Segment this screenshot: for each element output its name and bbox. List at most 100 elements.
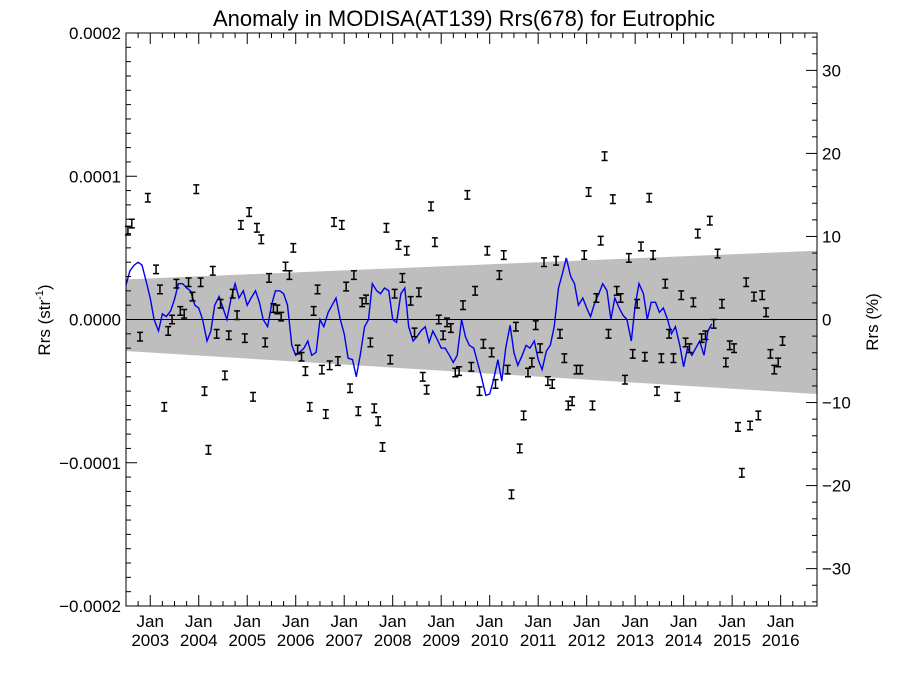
x-tick-year-label: 2014: [665, 631, 703, 650]
x-axis: Jan2003Jan2004Jan2005Jan2006Jan2007Jan20…: [125, 33, 818, 650]
x-tick-month-label: Jan: [330, 612, 357, 631]
data-point: [532, 320, 539, 331]
data-point: [597, 235, 604, 246]
y-axis-title-left-superscript: -1: [34, 290, 46, 300]
x-tick-month-label: Jan: [621, 612, 648, 631]
data-point: [520, 410, 527, 421]
data-point: [694, 228, 701, 239]
x-tick-month-label: Jan: [573, 612, 600, 631]
data-point: [771, 364, 778, 375]
data-point: [161, 401, 168, 412]
data-point: [165, 325, 172, 337]
data-point: [197, 277, 204, 288]
data-point: [561, 353, 568, 364]
smoothed-series-line: [125, 257, 713, 397]
data-point: [653, 386, 660, 397]
data-point: [637, 241, 644, 252]
y-tick-label-right: −20: [822, 477, 851, 496]
data-point: [189, 291, 196, 302]
data-point: [625, 252, 632, 263]
x-tick-month-label: Jan: [137, 612, 164, 631]
data-points: [125, 151, 786, 500]
data-point: [185, 277, 192, 288]
data-point: [258, 234, 265, 245]
data-point: [440, 330, 447, 341]
y-tick-label-right: 0: [822, 311, 831, 330]
y-axis-left: −0.0002 −0.0001 0.0000 0.0001 0.0002: [59, 24, 137, 616]
data-point: [322, 408, 329, 420]
data-point: [234, 310, 241, 321]
data-point: [690, 297, 697, 308]
data-point: [650, 249, 657, 261]
y-tick-label-left: −0.0001: [59, 454, 121, 473]
data-point: [310, 305, 317, 316]
data-point: [306, 401, 313, 412]
data-point: [379, 441, 386, 453]
data-point: [553, 255, 560, 266]
data-point: [500, 249, 507, 261]
data-point: [395, 239, 402, 251]
y-axis-right: −30 −20 −10 0 10 20 30: [806, 36, 851, 603]
data-point: [743, 277, 750, 288]
data-point: [383, 222, 390, 233]
data-point: [540, 257, 547, 268]
data-point: [468, 361, 475, 372]
data-point: [686, 343, 693, 354]
data-point: [516, 443, 523, 454]
data-point: [480, 338, 487, 349]
data-point: [205, 444, 212, 455]
x-tick-month-label: Jan: [427, 612, 454, 631]
data-point: [476, 386, 483, 397]
y-tick-label-left: 0.0000: [69, 311, 121, 330]
y-axis-title-left-main: Rrs (str: [35, 300, 54, 356]
data-point: [731, 343, 738, 354]
data-point: [726, 340, 733, 351]
y-tick-label-left: −0.0002: [59, 597, 121, 616]
data-point: [193, 184, 200, 195]
x-tick-month-label: Jan: [524, 612, 551, 631]
data-point: [290, 242, 297, 253]
data-point: [173, 278, 180, 289]
data-point: [613, 285, 620, 296]
data-point: [537, 343, 544, 354]
data-point: [658, 353, 665, 364]
data-point: [250, 391, 257, 402]
data-point: [565, 400, 572, 411]
data-point: [460, 300, 467, 311]
data-point: [767, 348, 774, 359]
data-point: [387, 354, 394, 365]
x-tick-month-label: Jan: [476, 612, 503, 631]
data-point: [209, 265, 216, 276]
data-point: [593, 292, 600, 304]
data-point: [779, 335, 786, 347]
y-axis-title-right: Rrs (%): [863, 293, 882, 351]
data-point: [144, 192, 151, 203]
data-point: [177, 305, 184, 316]
x-tick-month-label: Jan: [282, 612, 309, 631]
data-point: [577, 364, 584, 375]
x-tick-month-label: Jan: [185, 612, 212, 631]
data-point: [246, 207, 253, 218]
y-tick-label-left: 0.0001: [69, 167, 121, 186]
data-point: [237, 219, 244, 231]
data-point: [759, 290, 766, 301]
data-point: [153, 264, 160, 275]
data-point: [359, 297, 366, 308]
data-point: [399, 272, 406, 284]
data-point: [549, 378, 556, 390]
data-point: [278, 311, 285, 322]
data-point: [512, 321, 519, 332]
data-point: [169, 314, 176, 325]
data-point: [601, 151, 608, 162]
y-tick-label-right: 30: [822, 61, 841, 80]
data-point: [262, 337, 269, 348]
data-point: [646, 192, 653, 203]
data-point: [447, 323, 454, 334]
data-point: [738, 467, 745, 478]
data-point: [456, 366, 463, 377]
data-point: [706, 215, 713, 226]
data-point: [314, 284, 321, 295]
data-point: [496, 270, 503, 281]
data-point: [710, 318, 717, 329]
x-tick-year-label: 2011: [520, 631, 557, 650]
